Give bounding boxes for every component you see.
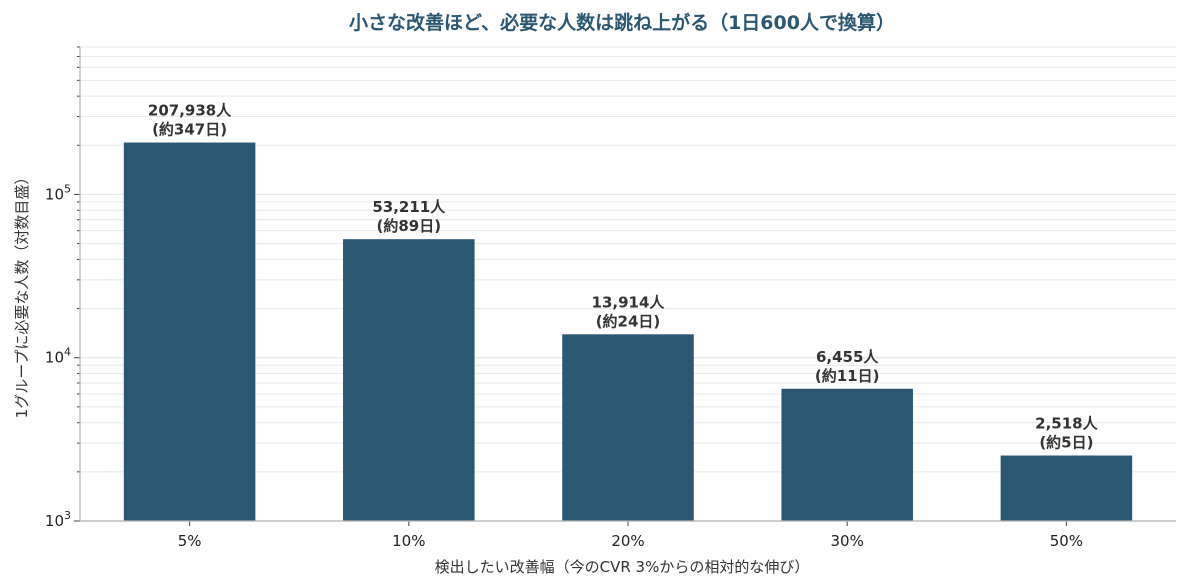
axes: 103 104 105 5% 10% 20% 30% 50% [45,46,1176,550]
data-label-days: (約347日) [152,121,227,139]
x-tick-label: 50% [1050,532,1083,550]
bars [123,142,1133,521]
y-tick-label: 103 [45,509,71,530]
x-tick-label: 10% [392,532,425,550]
x-tick-label: 5% [178,532,202,550]
bar [123,142,256,521]
data-label-count: 207,938人 [148,102,232,120]
bar [343,239,475,521]
y-axis-label: 1グループに必要な人数（対数目盛） [13,170,31,419]
x-tick-label: 30% [831,532,864,550]
data-labels: 207,938人(約347日) 53,211人(約89日) 13,914人(約24日… [148,102,1099,452]
data-label-days: (約5日) [1039,434,1093,452]
data-label-count: 6,455人 [816,348,879,366]
bar [781,388,913,521]
data-label-days: (約89日) [377,217,442,235]
y-tick-label: 105 [45,182,71,203]
data-label-days: (約11日) [815,367,880,385]
x-axis-label: 検出したい改善幅（今のCVR 3%からの相対的な伸び） [435,558,810,576]
chart-title: 小さな改善ほど、必要な人数は跳ね上がる（1日600人で換算） [349,11,895,34]
data-label-count: 13,914人 [592,293,666,311]
data-label-count: 53,211人 [372,198,446,216]
data-label-count: 2,518人 [1035,415,1098,433]
bar [562,334,694,521]
bar [1000,455,1133,521]
x-tick-label: 20% [611,532,644,550]
data-label-days: (約24日) [596,312,661,330]
grid [80,46,1176,522]
y-tick-label: 104 [45,346,71,367]
